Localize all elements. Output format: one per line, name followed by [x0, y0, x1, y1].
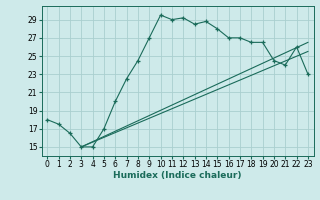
X-axis label: Humidex (Indice chaleur): Humidex (Indice chaleur): [113, 171, 242, 180]
